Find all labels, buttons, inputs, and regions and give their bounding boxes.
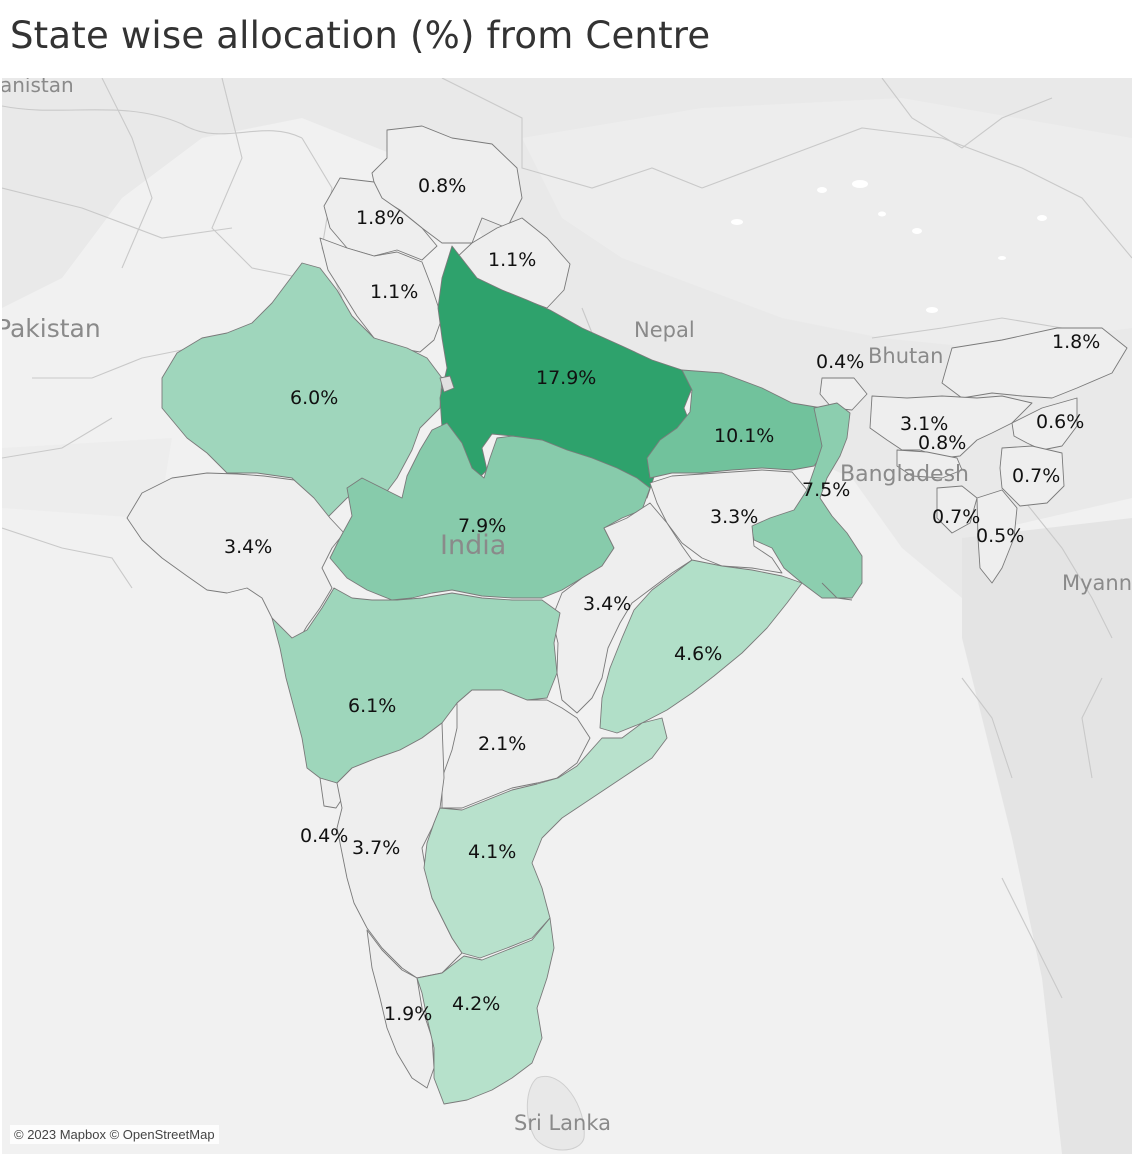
state-value-ml: 0.8% (918, 432, 966, 454)
country-labels: anistan Pakistan Nepal Bhutan Bangladesh… (2, 78, 1132, 1135)
country-label-myanmar: Myann (1062, 571, 1132, 595)
state-sk[interactable] (819, 377, 868, 411)
state-gj[interactable] (126, 472, 345, 644)
state-cg[interactable] (551, 502, 693, 714)
states-layer (126, 125, 1128, 1105)
state-value-mz: 0.5% (976, 525, 1024, 547)
state-value-tr: 0.7% (932, 506, 980, 528)
state-value-ga: 0.4% (300, 825, 348, 847)
state-value-nl: 0.6% (1036, 411, 1084, 433)
country-label-bangladesh: Bangladesh (840, 462, 969, 487)
state-value-up: 17.9% (536, 367, 596, 389)
state-nl[interactable] (1011, 397, 1078, 451)
state-value-cg: 3.4% (583, 593, 631, 615)
state-value-wb: 7.5% (802, 479, 850, 501)
state-mz[interactable] (976, 489, 1018, 584)
state-br[interactable] (646, 369, 838, 479)
state-value-br: 10.1% (714, 425, 774, 447)
state-value-kl: 1.9% (384, 1003, 432, 1025)
state-value-hp: 1.8% (356, 207, 404, 229)
state-value-uk: 1.1% (488, 249, 536, 271)
state-ml[interactable] (896, 449, 963, 479)
state-od[interactable] (599, 559, 803, 734)
state-value-jh: 3.3% (710, 506, 758, 528)
state-value-mh: 6.1% (348, 695, 396, 717)
state-outline-detail (821, 582, 853, 601)
state-hp[interactable] (323, 177, 438, 261)
country-label-pakistan: Pakistan (2, 314, 101, 343)
state-value-ar: 1.8% (1052, 331, 1100, 353)
state-as[interactable] (869, 395, 1033, 459)
state-value-ap: 4.1% (468, 841, 516, 863)
map-canvas[interactable]: anistan Pakistan Nepal Bhutan Bangladesh… (2, 78, 1132, 1154)
map-attribution[interactable]: © 2023 Mapbox © OpenStreetMap (10, 1125, 219, 1144)
state-value-gj: 3.4% (224, 536, 272, 558)
state-value-rj: 6.0% (290, 387, 338, 409)
state-value-labels: 0.8% 1.8% 1.1% 1.1% 6.0% 17.9% 0.4% 1.8%… (224, 175, 1100, 1025)
state-mn[interactable] (999, 445, 1065, 507)
state-mp[interactable] (329, 422, 651, 601)
state-ap[interactable] (423, 717, 668, 959)
state-value-mn: 0.7% (1012, 465, 1060, 487)
state-mh[interactable] (271, 587, 561, 784)
state-value-mp: 7.9% (458, 515, 506, 537)
state-value-jk: 0.8% (418, 175, 466, 197)
country-label-bhutan: Bhutan (868, 344, 943, 368)
state-tn[interactable] (416, 917, 555, 1105)
state-kl[interactable] (366, 929, 435, 1089)
state-dl (439, 375, 455, 393)
state-value-tn: 4.2% (452, 993, 500, 1015)
state-value-as: 3.1% (900, 413, 948, 435)
map-title: State wise allocation (%) from Centre (10, 14, 711, 57)
choropleth-map[interactable]: anistan Pakistan Nepal Bhutan Bangladesh… (2, 78, 1132, 1154)
state-tr[interactable] (936, 485, 978, 534)
basemap (2, 78, 1132, 1154)
country-label-sri-lanka: Sri Lanka (514, 1111, 611, 1135)
country-label-nepal: Nepal (634, 318, 695, 342)
state-value-pb: 1.1% (370, 281, 418, 303)
state-value-tg: 2.1% (478, 733, 526, 755)
state-value-ka: 3.7% (352, 837, 400, 859)
state-jh[interactable] (649, 469, 808, 574)
state-pb[interactable] (319, 237, 443, 353)
country-label-india: India (440, 530, 506, 561)
state-value-sk: 0.4% (816, 351, 864, 373)
country-label-afghanistan: anistan (2, 78, 74, 97)
state-value-od: 4.6% (674, 643, 722, 665)
